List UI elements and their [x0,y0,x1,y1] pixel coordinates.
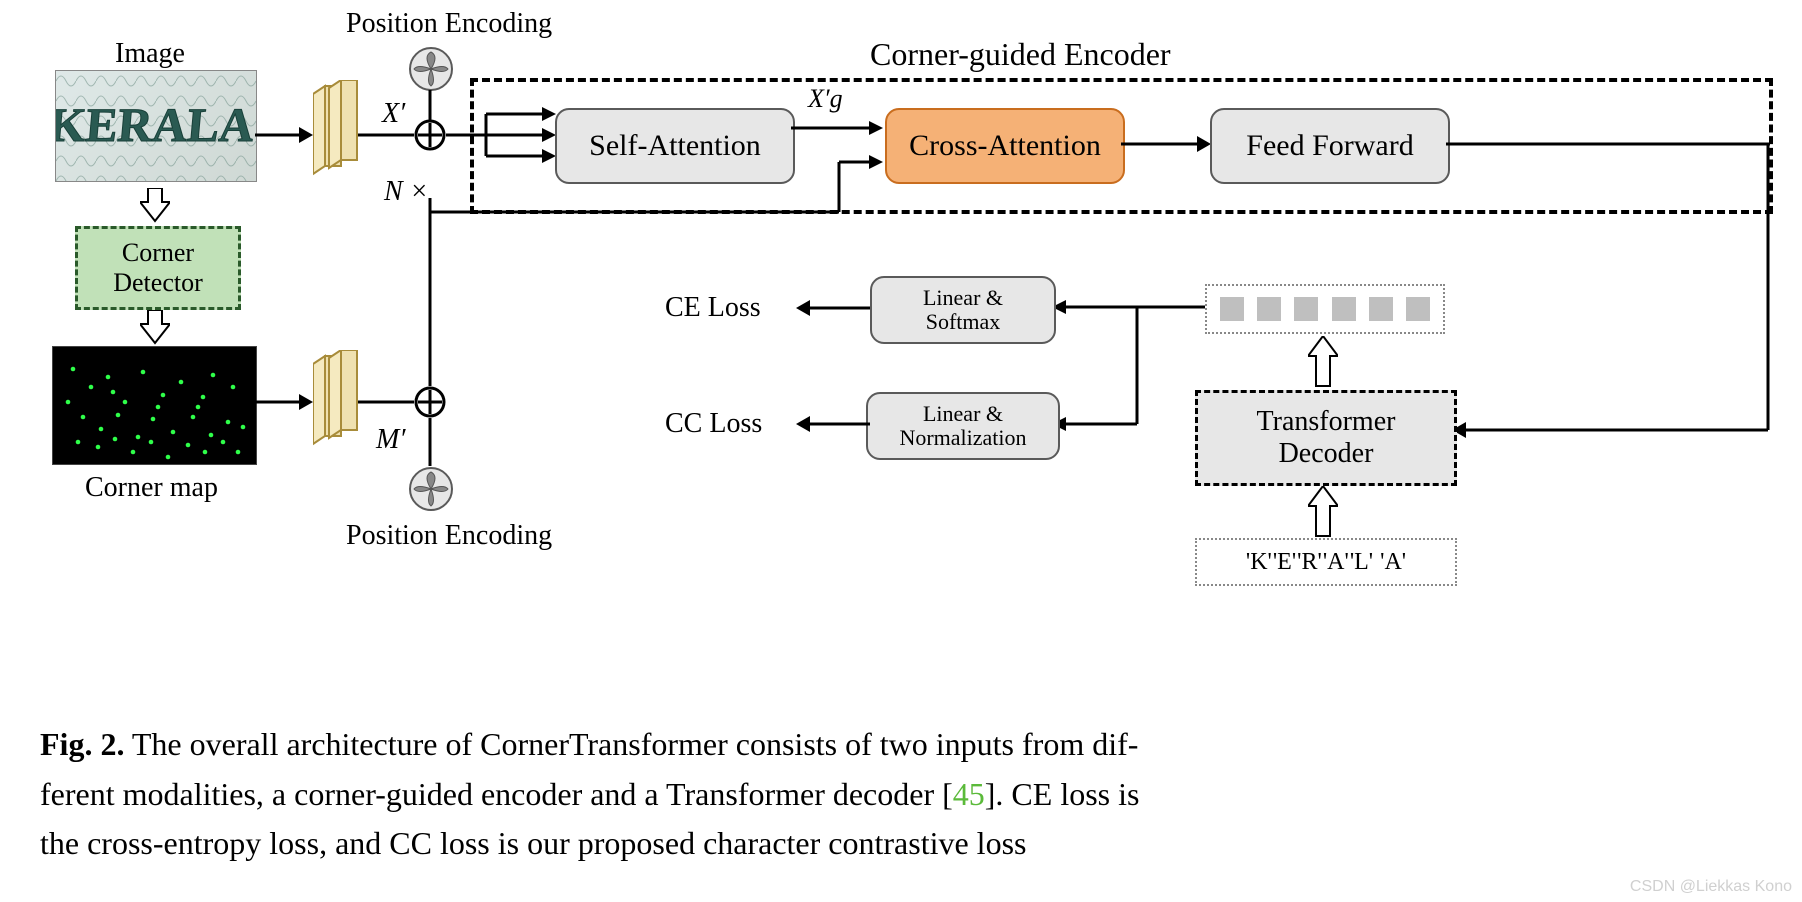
caption-fig: Fig. 2. [40,726,124,762]
char-e: 'E' [1273,549,1296,576]
linear-norm-box: Linear & Normalization [866,392,1060,460]
line-bb-plus-top [358,129,414,141]
ce-loss-label: CE Loss [665,292,761,324]
self-attention-text: Self-Attention [589,129,761,163]
corner-detector-text2: Detector [113,268,203,298]
arrow-linnorm-cc [796,412,870,436]
caption-t2: ferent modalities, a corner-guided encod… [40,776,953,812]
linsoft-text2: Softmax [926,310,1001,334]
down-arrow-2 [140,310,170,346]
m-full-route [427,160,847,410]
token-6 [1406,297,1430,321]
line-bb-plus-bottom [358,396,414,408]
char-r: 'R' [1297,549,1322,576]
figure-caption: Fig. 2. The overall architecture of Corn… [40,720,1760,869]
tokens-to-lin-lines [1052,294,1212,439]
token-3 [1294,297,1318,321]
corner-detector-text1: Corner [122,238,194,268]
caption-t1: The overall architecture of CornerTransf… [124,726,1138,762]
pe-icon-top [408,46,454,92]
char-k: 'K' [1246,549,1272,576]
arrow-cmap-backbone [255,390,313,414]
char-input-box: 'K' 'E' 'R' 'A' 'L' 'A' [1195,538,1457,586]
watermark: CSDN @Liekkas Kono [1630,878,1792,896]
into-decoder-arrow [1452,418,1772,442]
token-5 [1369,297,1393,321]
caption-t4: the cross-entropy loss, and CC loss is o… [40,825,1026,861]
ff-to-edge-line [1446,138,1770,150]
arrow-linsoft-ce [796,296,870,320]
caption-ref: 45 [953,776,985,812]
transformer-decoder-box: Transformer Decoder [1195,390,1457,486]
pos-enc-bottom-label: Position Encoding [346,520,552,552]
plus-top-icon [414,119,446,151]
n-times-label: N × [384,176,429,208]
pos-enc-top-label: Position Encoding [346,8,552,40]
feed-forward-text: Feed Forward [1246,129,1413,163]
encoder-title: Corner-guided Encoder [870,36,1171,73]
decoder-text2: Decoder [1279,438,1374,470]
pe-top-line [427,90,433,120]
char-a2: 'A' [1380,549,1406,576]
linnorm-text2: Normalization [899,426,1026,450]
input-image: KERALA [55,70,257,182]
linear-softmax-box: Linear & Softmax [870,276,1056,344]
char-l: 'L' [1350,549,1373,576]
feed-forward-box: Feed Forward [1210,108,1450,184]
image-label: Image [115,38,185,70]
arrow-img-backbone [255,123,313,147]
x-prime-label: X′ [382,98,405,130]
corner-detector-box: Corner Detector [75,226,241,310]
svg-text:KERALA: KERALA [56,99,256,152]
token-2 [1257,297,1281,321]
decoder-text1: Transformer [1257,406,1396,438]
tokens-box [1205,284,1445,334]
linnorm-text1: Linear & [923,402,1003,426]
arrow-cross-ff [1121,132,1211,156]
encoder-to-decoder-line [1766,144,1784,449]
backbone-bottom [313,350,363,450]
token-1 [1220,297,1244,321]
pe-icon-bottom [408,466,454,512]
linsoft-text1: Linear & [923,286,1003,310]
up-arrow-decoder-tokens [1308,336,1338,388]
down-arrow-1 [140,188,170,224]
m-prime-label: M′ [376,424,405,456]
caption-t3: ]. CE loss is [985,776,1140,812]
cross-attention-box: Cross-Attention [885,108,1125,184]
char-a1: 'A' [1323,549,1349,576]
up-arrow-chars-decoder [1308,486,1338,538]
pe-bottom-line [427,418,433,466]
cc-loss-label: CC Loss [665,408,762,440]
xg-prime-text: X′g [808,84,843,113]
token-4 [1332,297,1356,321]
corner-map-label: Corner map [85,472,218,504]
corner-map-image [52,346,257,465]
cross-attention-text: Cross-Attention [909,129,1101,163]
backbone-top [313,80,363,180]
xg-prime-label: X′g [808,84,843,114]
